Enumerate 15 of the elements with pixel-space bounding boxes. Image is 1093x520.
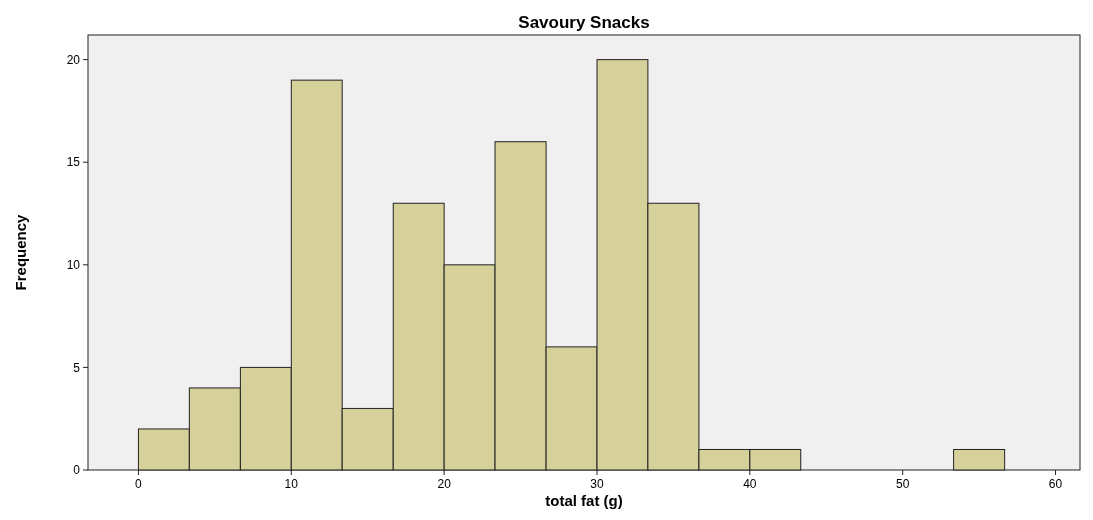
x-axis-title: total fat (g)	[545, 492, 623, 509]
x-tick-label: 50	[896, 477, 910, 491]
chart-title: Savoury Snacks	[518, 13, 650, 32]
y-tick-label: 0	[73, 463, 81, 478]
x-tick-label: 20	[437, 477, 452, 491]
y-axis-title: Frequency	[12, 213, 29, 291]
x-tick-label: 10	[284, 477, 299, 491]
y-tick-label: 20	[66, 52, 81, 67]
y-tick-label: 15	[66, 155, 81, 170]
x-tick-label: 60	[1048, 477, 1063, 491]
x-tick-label: 0	[135, 477, 143, 491]
x-tick-label: 40	[743, 477, 757, 491]
y-tick-label: 10	[66, 258, 81, 273]
x-tick-label: 30	[590, 477, 604, 491]
y-tick-label: 5	[73, 360, 81, 375]
